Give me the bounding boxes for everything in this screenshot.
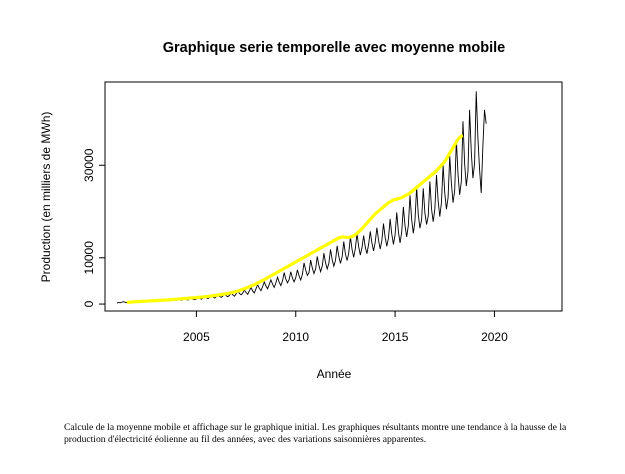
x-tick-label: 2010: [282, 330, 309, 344]
plot-frame: [104, 81, 563, 312]
x-tick-label: 2015: [382, 330, 409, 344]
y-tick-label: 10000: [82, 241, 96, 275]
y-axis: 0 10000 30000: [82, 148, 106, 307]
x-tick-label: 2020: [481, 330, 508, 344]
caption-text: Calcule de la moyenne mobile et affichag…: [64, 422, 567, 445]
y-tick-label: 30000: [82, 148, 96, 182]
chart-title: Graphique serie temporelle avec moyenne …: [163, 40, 506, 56]
y-axis-label: Production (en milliers de MWh): [39, 112, 53, 283]
series-line-moving-average: [126, 134, 464, 305]
x-axis: 2005 2010 2015 2020: [183, 310, 508, 344]
x-tick-label: 2005: [183, 330, 210, 344]
series-line-raw: [116, 91, 487, 304]
y-tick-label: 0: [82, 300, 96, 307]
x-axis-label: Année: [317, 367, 352, 381]
